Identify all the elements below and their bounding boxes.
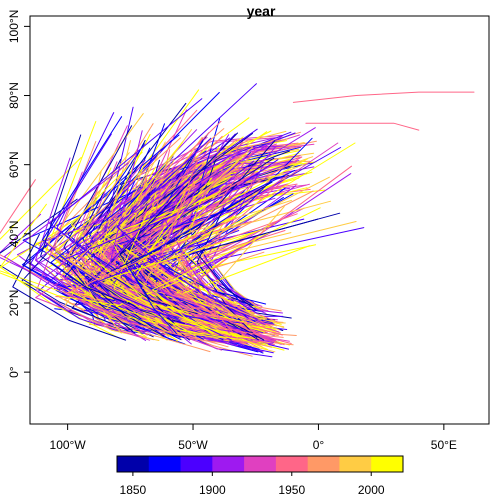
- storm-track: [177, 190, 314, 321]
- storm-track: [42, 116, 138, 309]
- storm-track: [63, 125, 157, 331]
- storm-track: [0, 213, 133, 307]
- notable-tracks-layer: [292, 91, 475, 131]
- storm-track: [0, 214, 127, 301]
- storm-track: [115, 265, 246, 341]
- legend-swatch: [275, 456, 309, 472]
- storm-track: [166, 146, 276, 316]
- x-tick-label: 50°E: [431, 438, 457, 452]
- storm-track: [195, 212, 341, 311]
- storm-track: [116, 137, 225, 307]
- legend-frame: [116, 455, 404, 473]
- storm-track: [158, 134, 267, 314]
- storm-track: [109, 130, 229, 314]
- notable-storm-track: [305, 122, 420, 131]
- storm-track: [0, 179, 123, 310]
- legend-swatch: [180, 456, 213, 472]
- legend-swatch: [307, 456, 340, 472]
- storm-track: [43, 205, 171, 319]
- legend-tick-label: 1850: [120, 483, 147, 497]
- storm-track: [177, 165, 352, 328]
- map-frame: [29, 15, 490, 425]
- legend-tick-label: 1900: [199, 483, 226, 497]
- x-tick-label: 100°W: [50, 438, 87, 452]
- legend-swatch: [148, 456, 181, 472]
- map-title: year: [247, 3, 276, 19]
- storm-track: [154, 160, 261, 336]
- storm-track: [139, 213, 298, 327]
- storm-track: [66, 217, 237, 339]
- y-tick-label: 80°N: [7, 82, 21, 109]
- storm-track: [208, 221, 357, 310]
- storm-track: [67, 162, 171, 317]
- storm-track: [179, 175, 239, 333]
- storm-track: [206, 206, 285, 327]
- storm-track: [138, 177, 233, 317]
- y-tick-label: 0°: [7, 366, 21, 378]
- storm-track: [0, 198, 129, 332]
- storm-track: [35, 171, 173, 318]
- y-tick-label: 40°N: [7, 220, 21, 247]
- storm-track: [88, 141, 212, 333]
- legend-swatch: [212, 456, 245, 472]
- x-tick-label: 50°W: [178, 438, 208, 452]
- storm-track: [119, 132, 238, 327]
- color-legend: 1850 1900 1950 2000: [116, 455, 404, 497]
- storm-track: [36, 171, 151, 341]
- y-tick-label: 20°N: [7, 290, 21, 317]
- y-tick-label: 100°N: [7, 10, 21, 44]
- storm-track: [87, 237, 210, 318]
- storm-track: [12, 233, 127, 341]
- storm-track: [99, 131, 268, 305]
- tracks-layer: [0, 83, 365, 358]
- legend-tick-label: 1950: [278, 483, 305, 497]
- storm-track: [125, 135, 223, 310]
- storm-track: [180, 174, 289, 337]
- storm-track: [105, 229, 262, 313]
- storm-track: [42, 216, 138, 324]
- x-axis: 100°W 50°W 0° 50°E: [50, 424, 457, 452]
- legend-swatch: [117, 456, 150, 472]
- legend-tick-label: 2000: [358, 483, 385, 497]
- storm-track: [67, 200, 196, 302]
- notable-storm-track: [292, 91, 475, 103]
- storm-track: [67, 186, 163, 303]
- storm-track: [143, 180, 219, 318]
- storm-track: [49, 98, 203, 306]
- storm-track: [64, 194, 227, 322]
- storm-track: [94, 210, 224, 307]
- storm-track: [92, 128, 225, 308]
- storm-track: [92, 164, 209, 321]
- storm-track: [21, 134, 180, 316]
- storm-track: [50, 189, 182, 341]
- y-axis: 0° 20°N 40°N 60°N 80°N 100°N: [7, 10, 30, 378]
- x-tick-label: 0°: [313, 438, 325, 452]
- y-tick-label: 60°N: [7, 151, 21, 178]
- legend-swatch: [371, 456, 404, 472]
- storm-track: [155, 185, 225, 310]
- storm-track: [152, 207, 321, 333]
- legend-swatch: [339, 456, 372, 472]
- storm-track: [164, 127, 316, 302]
- storm-track: [40, 134, 131, 305]
- legend-swatch: [244, 456, 277, 472]
